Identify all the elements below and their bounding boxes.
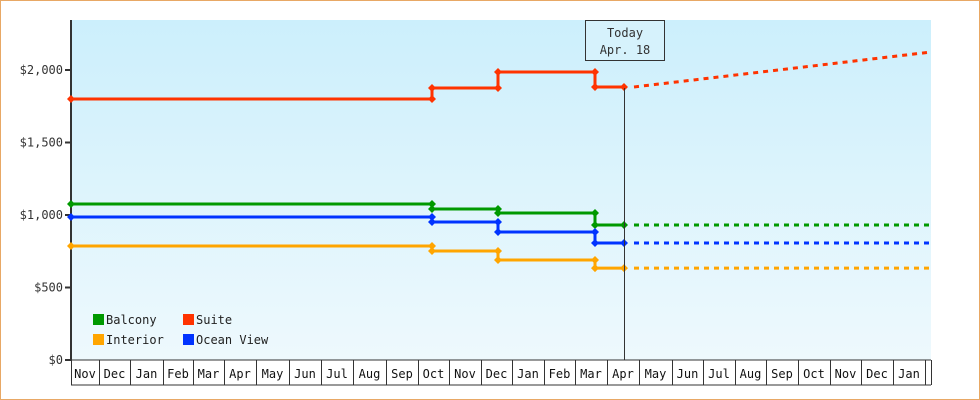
x-month-label: Dec — [104, 367, 126, 381]
legend-swatch — [183, 314, 194, 325]
x-month-label: Dec — [486, 367, 508, 381]
data-point[interactable] — [428, 95, 436, 103]
today-marker: Today Apr. 18 — [585, 20, 665, 360]
legend-swatch — [93, 314, 104, 325]
x-month-label: Aug — [740, 367, 762, 381]
data-point[interactable] — [591, 82, 599, 91]
x-month-label: May — [645, 367, 667, 381]
data-point[interactable] — [494, 208, 502, 217]
x-month-label: Feb — [549, 367, 571, 381]
svg-text:Today: Today — [607, 26, 643, 40]
x-month-label: May — [262, 367, 284, 381]
x-month-label: Apr — [612, 367, 634, 381]
data-point[interactable] — [428, 83, 436, 92]
plot-area — [71, 20, 931, 360]
data-point[interactable] — [494, 255, 502, 264]
x-month-label: Jul — [708, 367, 730, 381]
data-point[interactable] — [620, 82, 628, 91]
x-month-label: Apr — [229, 367, 251, 381]
y-tick-label: $2,000 — [20, 63, 63, 77]
x-axis: Nov Dec Jan Feb Mar Apr May Jun Jul Aug Sep Oct Nov D… — [71, 359, 932, 386]
x-month-label: Sep — [771, 367, 793, 381]
legend-label[interactable]: Ocean View — [196, 333, 269, 347]
data-point[interactable] — [591, 68, 599, 77]
data-point[interactable] — [591, 208, 599, 217]
data-point[interactable] — [494, 246, 502, 255]
legend-label[interactable]: Interior — [106, 333, 164, 347]
legend: Balcony Suite Interior Ocean View — [93, 313, 269, 347]
today-label-box — [585, 20, 665, 61]
x-month-label: Nov — [74, 367, 96, 381]
legend-label[interactable]: Balcony — [106, 313, 157, 327]
x-month-label: Feb — [167, 367, 189, 381]
data-point[interactable] — [591, 227, 599, 236]
x-month-label: Jan — [898, 367, 920, 381]
data-point[interactable] — [591, 221, 599, 230]
svg-text:Apr. 18: Apr. 18 — [600, 43, 651, 57]
data-point[interactable] — [428, 246, 436, 255]
data-point[interactable] — [67, 95, 75, 103]
data-point[interactable] — [67, 242, 75, 251]
y-tick-label: $1,500 — [20, 136, 63, 150]
data-point[interactable] — [428, 205, 436, 214]
data-point[interactable] — [428, 213, 436, 222]
data-point[interactable] — [494, 227, 502, 236]
legend-swatch — [93, 334, 104, 345]
x-month-label: Aug — [359, 367, 381, 381]
x-month-label: Jul — [326, 367, 348, 381]
x-month-label: Jun — [677, 367, 699, 381]
y-tick-label: $0 — [49, 353, 63, 367]
data-point[interactable] — [67, 213, 75, 222]
x-month-label: Jun — [294, 367, 316, 381]
x-month-label: Nov — [454, 367, 476, 381]
data-point[interactable] — [428, 217, 436, 226]
data-point[interactable] — [494, 68, 502, 77]
data-point[interactable] — [428, 242, 436, 251]
legend-label[interactable]: Suite — [196, 313, 232, 327]
x-month-label: Jan — [136, 367, 158, 381]
x-month-label: Jan — [517, 367, 539, 381]
data-point[interactable] — [591, 238, 599, 247]
x-month-label: Oct — [803, 367, 825, 381]
x-month-label: Nov — [835, 367, 857, 381]
x-month-label: Oct — [423, 367, 445, 381]
x-month-label: Dec — [866, 367, 888, 381]
data-point[interactable] — [494, 83, 502, 92]
data-point[interactable] — [591, 255, 599, 264]
y-tick-label: $500 — [34, 281, 63, 295]
y-axis: $0 $500 $1,000 $1,500 $2,000 — [20, 20, 72, 367]
data-point[interactable] — [428, 199, 436, 208]
x-month-label: Sep — [391, 367, 413, 381]
series-lines — [67, 50, 932, 273]
legend-swatch — [183, 334, 194, 345]
data-point[interactable] — [67, 199, 75, 208]
y-tick-label: $1,000 — [20, 208, 63, 222]
data-point[interactable] — [494, 217, 502, 226]
x-month-label: Mar — [580, 367, 602, 381]
x-month-label: Mar — [198, 367, 220, 381]
data-point[interactable] — [591, 264, 599, 273]
